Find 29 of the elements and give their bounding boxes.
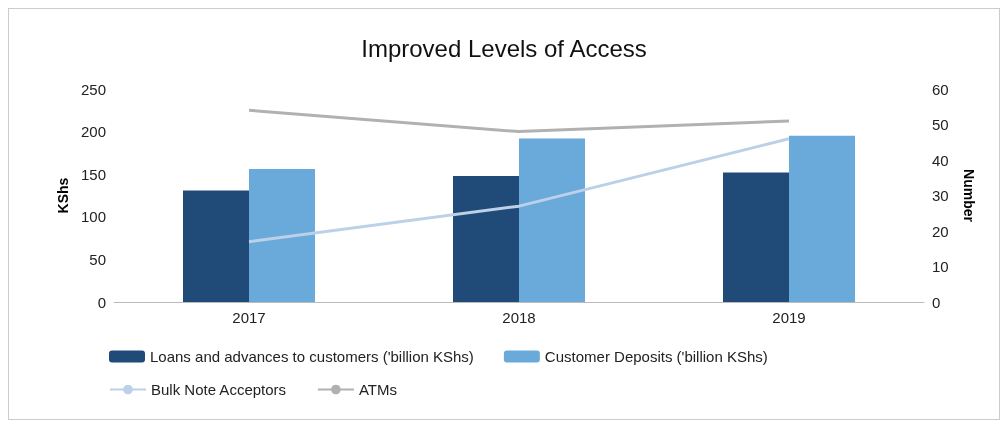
x-tick-label: 2019 [772,309,806,326]
y-tick-label: 0 [97,293,106,311]
y2-axis-title: Number [961,169,977,223]
legend-label: Loans and advances to customers ('billion KShs) [150,348,474,365]
legend-label: ATMs [358,381,397,398]
x-tick-label: 2018 [502,309,536,326]
x-tick-label: 2017 [232,309,266,326]
legend-label: Bulk Note Acceptors [151,381,287,398]
y2-tick-label: 20 [932,222,949,240]
y2-tick-label: 50 [932,116,949,133]
y2-tick-label: 60 [932,80,949,98]
y-tick-label: 200 [80,123,106,141]
bar [183,190,249,302]
bar [789,135,855,302]
bar [723,172,789,302]
chart-title: Improved Levels of Access [361,34,647,62]
y-tick-label: 150 [80,165,106,183]
bar [519,138,585,302]
y-tick-label: 250 [80,80,106,98]
y-axis-title: KShs [55,177,72,214]
y-tick-label: 100 [80,208,106,226]
y2-tick-label: 0 [932,293,941,311]
y2-tick-label: 30 [932,187,949,204]
y-tick-label: 50 [89,250,106,268]
y2-tick-label: 40 [932,151,949,169]
bar [453,175,519,302]
bar [249,169,315,302]
legend-label: Customer Deposits ('billion KShs) [544,348,768,365]
y2-tick-label: 10 [932,258,949,275]
